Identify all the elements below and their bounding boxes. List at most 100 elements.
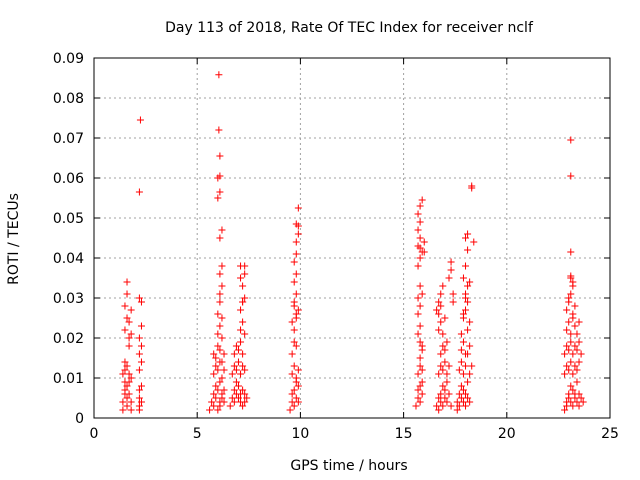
data-point [569,402,577,410]
data-point [569,370,577,378]
data-point [286,406,294,414]
data-point [441,358,449,366]
x-tick-label: 15 [395,426,413,442]
y-tick-label: 0 [75,411,84,427]
data-point [573,330,581,338]
data-point [214,330,222,338]
data-point [218,358,226,366]
data-point [457,346,465,354]
data-point [123,402,131,410]
data-point [462,390,470,398]
y-axis-label: ROTI / TECUs [6,193,22,285]
data-point [228,370,236,378]
data-point [453,398,461,406]
data-point [437,390,445,398]
data-point [575,402,583,410]
data-point [137,298,145,306]
data-point [416,362,424,370]
data-point [563,362,571,370]
data-point [414,386,422,394]
data-point [567,290,575,298]
data-point [239,318,247,326]
data-point [571,394,579,402]
data-point [464,298,472,306]
data-point [220,386,228,394]
x-tick-label: 25 [601,426,619,442]
x-tick-label: 10 [291,426,309,442]
data-point [561,350,569,358]
data-point [457,382,465,390]
data-point [414,262,422,270]
data-point [433,402,441,410]
x-tick-label: 20 [498,426,516,442]
data-point [239,386,247,394]
grid [94,58,610,418]
data-point [466,370,474,378]
data-point [127,398,135,406]
data-point [567,398,575,406]
data-point [414,370,422,378]
data-point [462,262,470,270]
data-point [573,346,581,354]
data-point [216,290,224,298]
plot-frame [93,57,611,419]
data-point [416,398,424,406]
data-point [288,318,296,326]
data-point [241,270,249,278]
data-point [437,302,445,310]
data-point [135,350,143,358]
data-point [123,382,131,390]
data-point [232,366,240,374]
data-point [569,386,577,394]
data-point [119,370,127,378]
data-point [214,406,222,414]
data-point [230,398,238,406]
y-tick-labels: 0 0.01 0.02 0.03 0.04 0.05 0.06 0.07 0.08 0.09 [53,51,84,427]
data-point [123,362,131,370]
y-tick-label: 0.04 [53,251,84,267]
data-point [137,382,145,390]
data-point [416,234,424,242]
data-point [292,310,300,318]
data-point [136,116,144,124]
data-point [561,406,569,414]
data-point [571,322,579,330]
data-point [212,394,220,402]
data-point [575,318,583,326]
data-point [237,306,245,314]
data-point [569,278,577,286]
data-point [416,302,424,310]
data-point [210,402,218,410]
data-point [414,210,422,218]
data-point [416,338,424,346]
data-point [435,326,443,334]
data-point [237,338,245,346]
data-point [462,306,470,314]
x-tick-label: 0 [90,426,99,442]
data-point [121,358,129,366]
data-point [294,366,302,374]
data-point [416,282,424,290]
data-point [445,390,453,398]
data-point [416,382,424,390]
data-point [288,370,296,378]
data-point [216,298,224,306]
data-point [119,406,127,414]
data-point [216,152,224,160]
data-point [135,394,143,402]
data-point [565,394,573,402]
data-point [241,366,249,374]
data-point [573,398,581,406]
data-point [239,282,247,290]
data-point [439,342,447,350]
data-point [135,334,143,342]
y-tick-label: 0.06 [53,171,84,187]
data-point [464,326,472,334]
data-point [135,294,143,302]
data-point [290,362,298,370]
data-point [437,362,445,370]
data-point [420,248,428,256]
data-point [239,298,247,306]
data-point [220,366,228,374]
data-point [218,282,226,290]
